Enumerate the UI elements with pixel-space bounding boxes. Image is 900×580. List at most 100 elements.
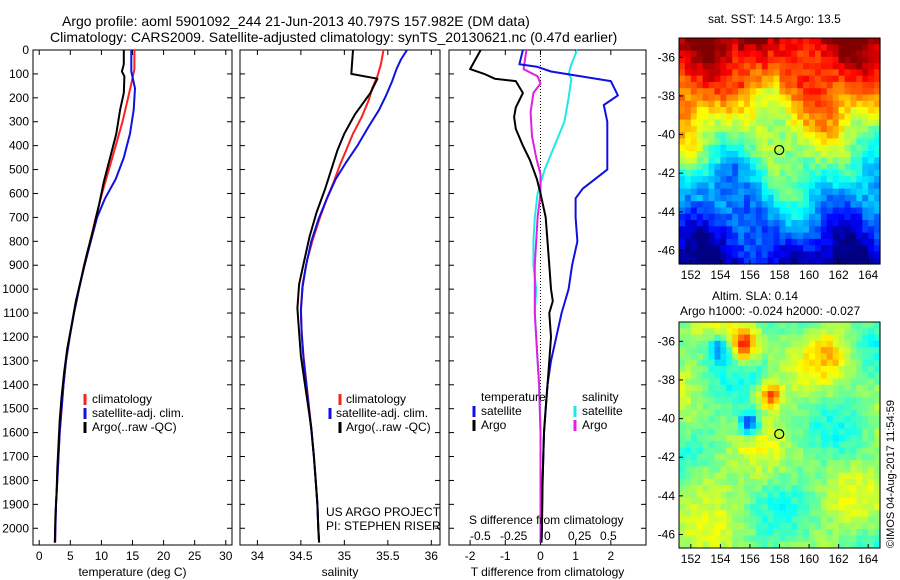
- map-cell: [838, 491, 846, 499]
- map-cell: [738, 138, 745, 146]
- map-cell: [844, 63, 852, 70]
- map-cell: [874, 422, 881, 430]
- map-cell: [838, 44, 846, 52]
- map-cell: [791, 201, 798, 209]
- map-cell: [809, 56, 816, 64]
- map-cell: [856, 334, 863, 342]
- map-cell: [838, 138, 846, 146]
- map-cell: [696, 504, 704, 511]
- map-cell: [690, 466, 698, 474]
- map-cell: [679, 50, 686, 58]
- map-cell: [773, 478, 781, 486]
- map-cell: [791, 107, 798, 114]
- map-cell: [726, 132, 733, 140]
- map-cell: [696, 497, 704, 505]
- map-cell: [714, 541, 721, 549]
- map-cell: [874, 466, 881, 474]
- map-cell: [832, 157, 840, 165]
- map-cell: [714, 207, 721, 215]
- map-cell: [696, 384, 704, 392]
- map-cell: [749, 125, 757, 133]
- map-cell: [844, 516, 852, 524]
- map-cell: [732, 56, 739, 64]
- map-cell: [820, 353, 828, 361]
- map-cell: [708, 529, 716, 537]
- map-cell: [755, 466, 763, 474]
- map-cell: [755, 347, 763, 354]
- map-cell: [803, 391, 810, 398]
- map-cell: [755, 328, 763, 336]
- map-cell: [708, 491, 716, 499]
- map-cell: [696, 510, 704, 518]
- map-cell: [826, 491, 834, 499]
- map-cell: [826, 213, 834, 221]
- map-cell: [832, 466, 840, 474]
- map-cell: [791, 535, 798, 543]
- map-cell: [844, 472, 852, 480]
- map-cell: [696, 453, 704, 461]
- map-cell: [785, 81, 792, 89]
- map-cell: [862, 428, 869, 436]
- map-cell: [696, 75, 704, 83]
- map-cell: [785, 384, 792, 392]
- map-cell: [696, 107, 704, 114]
- map-cell: [738, 132, 745, 140]
- map-cell: [773, 460, 781, 467]
- map-cell: [690, 529, 698, 537]
- map-cell: [826, 485, 834, 493]
- map-cell: [744, 478, 751, 486]
- map-cell: [791, 453, 798, 461]
- map-cell: [868, 94, 875, 102]
- map-cell: [826, 510, 834, 518]
- map-cell: [826, 207, 834, 215]
- map-cell: [862, 50, 869, 58]
- map-cell: [814, 144, 822, 152]
- map-cell: [732, 334, 739, 342]
- map-cell: [732, 353, 739, 361]
- map-cell: [809, 132, 816, 140]
- map-cell: [696, 220, 704, 227]
- imos-watermark: ©IMOS 04-Aug-2017 11:54:59: [885, 400, 897, 548]
- map-cell: [684, 220, 692, 227]
- map-cell: [856, 491, 863, 499]
- map-cell: [832, 328, 840, 336]
- map-cell: [868, 409, 875, 417]
- map-cell: [832, 384, 840, 392]
- map-cell: [874, 372, 881, 380]
- map-cell: [726, 453, 733, 461]
- map-cell: [773, 88, 781, 96]
- map-cell: [708, 472, 716, 480]
- map-cell: [797, 460, 804, 467]
- map-cell: [684, 169, 692, 177]
- map-cell: [702, 188, 710, 196]
- map-cell: [791, 428, 798, 436]
- map-cell: [803, 472, 810, 480]
- map-cell: [714, 529, 721, 537]
- map-cell: [844, 435, 852, 442]
- map-cell: [779, 226, 787, 234]
- map-cell: [738, 107, 745, 114]
- depth-tick-label: 2000: [2, 521, 29, 535]
- map-cell: [679, 257, 686, 265]
- x-tick-label: 30: [219, 549, 233, 563]
- map-cell: [797, 478, 804, 486]
- map-cell: [862, 328, 869, 336]
- map-cell: [744, 535, 751, 543]
- map-cell: [773, 107, 781, 114]
- map-cell: [850, 56, 857, 64]
- map-cell: [779, 81, 787, 89]
- map-cell: [761, 226, 769, 234]
- map-cell: [820, 151, 828, 158]
- map-cell: [690, 238, 698, 246]
- map-cell: [696, 151, 704, 158]
- map-cell: [773, 176, 781, 183]
- map-cell: [708, 119, 716, 127]
- map-cell: [826, 541, 834, 549]
- lon-tick-label: 156: [740, 552, 760, 566]
- map-cell: [791, 50, 798, 58]
- map-cell: [755, 522, 763, 530]
- map-cell: [732, 504, 739, 511]
- map-cell: [702, 409, 710, 417]
- map-cell: [814, 510, 822, 518]
- map-cell: [755, 504, 763, 511]
